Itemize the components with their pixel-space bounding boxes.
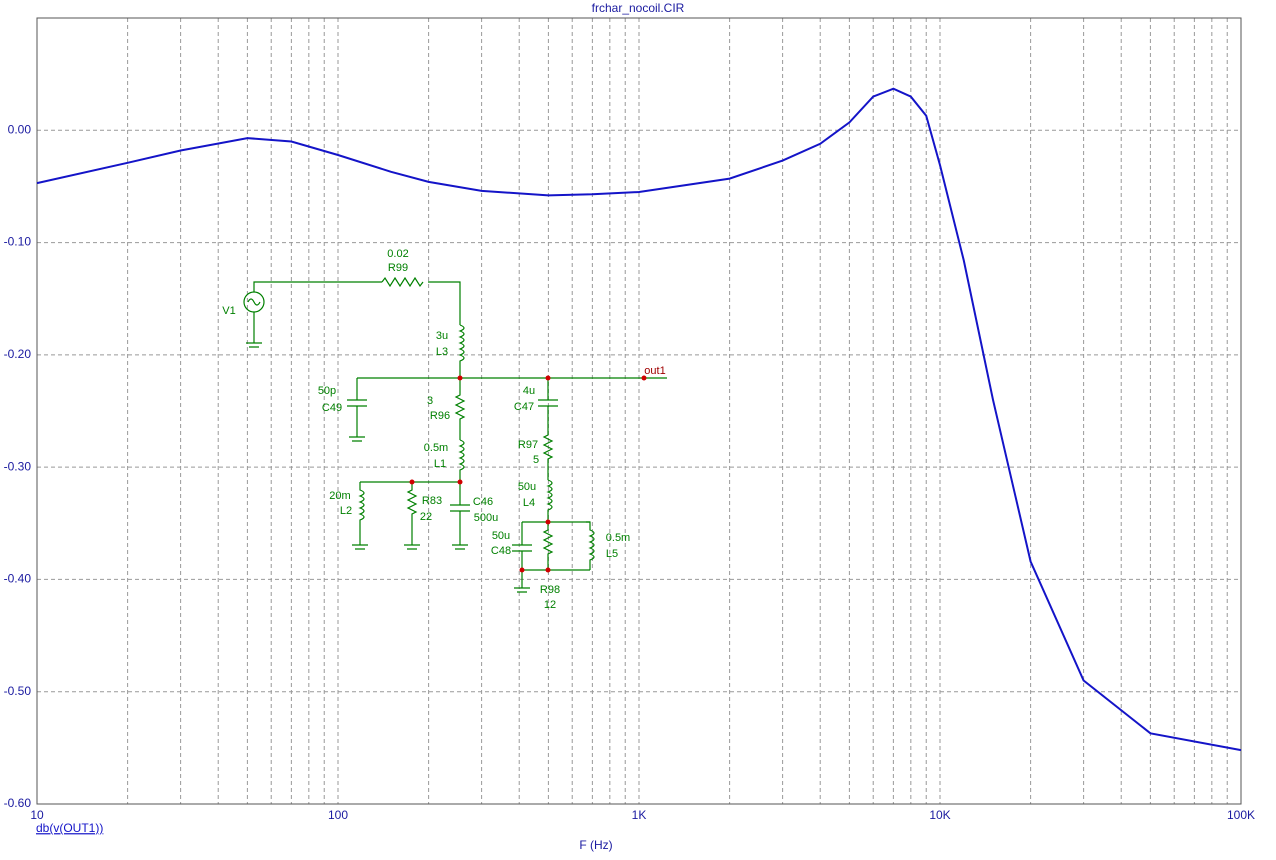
component-label: 500u	[474, 512, 498, 524]
plot-frame	[36, 17, 1242, 805]
component-label: out1	[644, 365, 665, 377]
component-label: R97	[518, 439, 538, 451]
component-label: L1	[434, 458, 446, 470]
component-label: 0.02	[387, 248, 408, 260]
component-label: 50p	[318, 385, 336, 397]
x-axis-label: F (Hz)	[579, 838, 612, 852]
component-label: L3	[436, 346, 448, 358]
component-label: 4u	[523, 385, 535, 397]
x-tick-label: 10	[30, 808, 44, 822]
component-label: R96	[430, 410, 450, 422]
schematic: 0.02 R99 V1 3u L3 50p C49 3 R96 4u C47 out1 0.5m L1 R9…	[222, 248, 667, 611]
line-series	[36, 87, 1242, 752]
component-label: R98	[540, 584, 560, 596]
x-tick-label: 10K	[929, 808, 950, 822]
component-label: R83	[422, 495, 442, 507]
component-label: 3u	[436, 330, 448, 342]
y-tick-label: -0.60	[4, 796, 32, 810]
component-label: 12	[544, 599, 556, 611]
y-tick-label: -0.30	[4, 459, 32, 473]
y-tick-label: -0.20	[4, 347, 32, 361]
y-tick-label: 0.00	[8, 122, 32, 136]
component-label: 22	[420, 511, 432, 523]
y-tick-label: -0.10	[4, 235, 32, 249]
component-label: 0.5m	[424, 442, 448, 454]
y-tick-label: -0.50	[4, 684, 32, 698]
x-tick-label: 100	[328, 808, 348, 822]
legend-entry: db(v(OUT1))	[36, 821, 103, 835]
component-label: 5	[533, 454, 539, 466]
y-tick-label: -0.40	[4, 572, 32, 586]
component-label: V1	[222, 305, 235, 317]
x-tick-label: 100K	[1227, 808, 1255, 822]
component-label: L2	[340, 505, 352, 517]
chart-title: frchar_nocoil.CIR	[592, 1, 685, 15]
component-label: 0.5m	[606, 532, 630, 544]
component-label: L4	[523, 497, 535, 509]
component-label: 20m	[329, 490, 350, 502]
component-label: 3	[427, 395, 433, 407]
component-label: 50u	[492, 530, 510, 542]
x-tick-label: 1K	[632, 808, 647, 822]
component-label: L5	[606, 548, 618, 560]
component-label: C46	[473, 496, 493, 508]
grid	[36, 18, 1242, 805]
component-label: 50u	[518, 481, 536, 493]
component-label: C47	[514, 401, 534, 413]
component-label: C48	[491, 545, 511, 557]
component-label: C49	[322, 402, 342, 414]
component-label: R99	[388, 262, 408, 274]
